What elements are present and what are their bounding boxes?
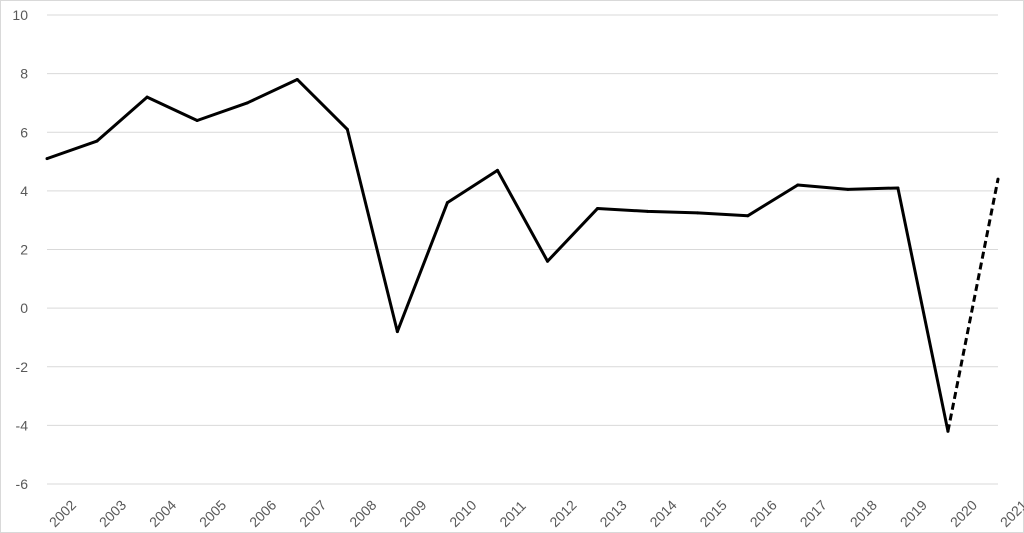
- y-tick-label: -4: [16, 417, 29, 433]
- data-point-2018: [846, 188, 849, 191]
- x-tick-label: 2003: [96, 497, 129, 530]
- data-point-2016: [746, 214, 749, 217]
- x-tick-label: 2020: [947, 497, 980, 530]
- x-tick-label: 2013: [596, 497, 629, 530]
- data-point-2008: [346, 128, 349, 131]
- series-lines: [46, 78, 1000, 433]
- y-tick-label: 2: [20, 242, 28, 258]
- y-tick-label: 4: [20, 183, 28, 199]
- x-tick-label: 2010: [446, 497, 479, 530]
- data-point-2009: [396, 330, 399, 333]
- data-point-2014: [646, 210, 649, 213]
- data-point-2004: [146, 96, 149, 99]
- data-point-2020-dashed: [946, 430, 949, 433]
- data-point-2019: [896, 186, 899, 189]
- y-axis-ticks: -6 -4 -2 0 2 4 6 8 10: [12, 7, 28, 492]
- x-tick-label: 2006: [246, 497, 279, 530]
- x-tick-label: 2004: [146, 497, 179, 530]
- x-tick-label: 2018: [847, 497, 880, 530]
- y-tick-label: 10: [12, 7, 28, 23]
- x-tick-label: 2007: [296, 497, 329, 530]
- x-tick-label: 2005: [196, 497, 229, 530]
- x-tick-label: 2012: [546, 497, 579, 530]
- data-point-2017: [796, 184, 799, 187]
- data-point-2007: [296, 78, 299, 81]
- data-point-2006: [246, 101, 249, 104]
- x-tick-label: 2009: [396, 497, 429, 530]
- data-point-2005: [196, 119, 199, 122]
- x-axis-ticks: 2002 2003 2004 2005 2006 2007 2008 2009 2010 2011…: [46, 497, 1024, 530]
- x-tick-label: 2011: [496, 497, 529, 530]
- y-tick-label: -2: [16, 359, 29, 375]
- x-tick-label: 2019: [897, 497, 930, 530]
- data-point-2010: [446, 201, 449, 204]
- y-tick-label: 0: [20, 300, 28, 316]
- data-point-2015: [696, 211, 699, 214]
- data-point-2013: [596, 207, 599, 210]
- x-tick-label: 2017: [797, 497, 830, 530]
- data-point-2011: [496, 169, 499, 172]
- series-line-dashed: [948, 179, 998, 431]
- x-tick-label: 2021: [997, 497, 1024, 530]
- data-point-2002: [46, 157, 49, 160]
- x-tick-label: 2002: [46, 497, 79, 530]
- y-tick-label: 6: [20, 124, 28, 140]
- x-tick-label: 2008: [346, 497, 379, 530]
- data-point-2012: [546, 260, 549, 263]
- y-tick-label: 8: [20, 66, 28, 82]
- y-tick-label: -6: [16, 476, 29, 492]
- x-tick-label: 2016: [747, 497, 780, 530]
- gridlines: [47, 15, 998, 484]
- x-tick-label: 2014: [646, 497, 679, 530]
- x-tick-label: 2015: [696, 497, 729, 530]
- data-point-2021-dashed: [997, 178, 1000, 181]
- data-point-2003: [96, 140, 99, 143]
